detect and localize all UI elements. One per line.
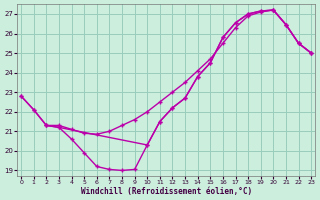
X-axis label: Windchill (Refroidissement éolien,°C): Windchill (Refroidissement éolien,°C)	[81, 187, 252, 196]
